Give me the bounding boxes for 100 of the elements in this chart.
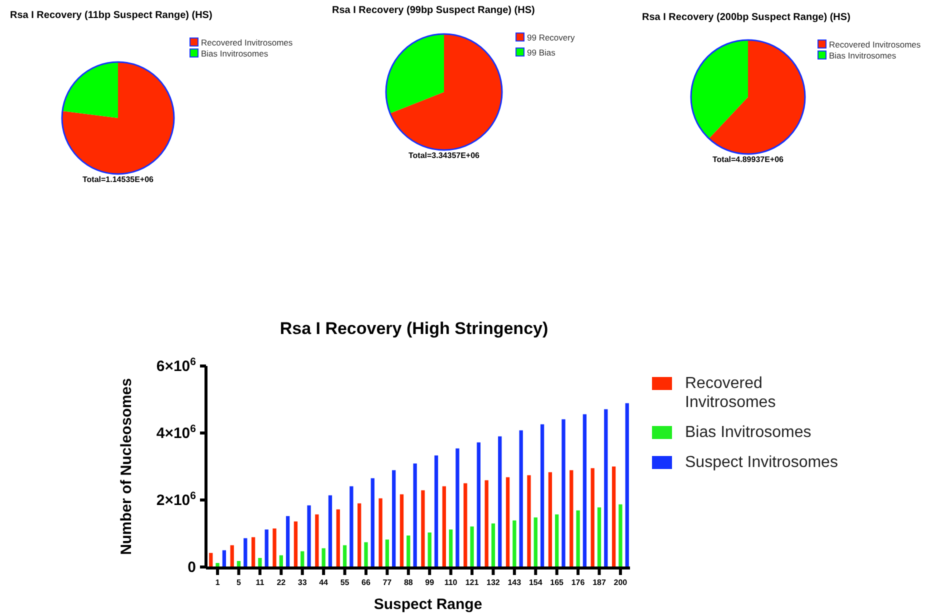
bar bbox=[491, 523, 496, 567]
x-tick-label: 143 bbox=[508, 578, 522, 587]
y-tick-label: 6×10$^{6}$ bbox=[156, 356, 196, 375]
chart-title: Rsa I Recovery (99bp Suspect Range) (HS) bbox=[332, 5, 535, 16]
y-tick-label: 4×10$^{6}$ bbox=[156, 423, 196, 442]
legend-label: Recovered Invitrosomes bbox=[685, 375, 776, 411]
x-tick-label: 88 bbox=[404, 578, 414, 587]
legend-label: Bias Invitrosomes bbox=[201, 48, 268, 58]
bar bbox=[428, 532, 432, 567]
legend-label: Recovered Invitrosomes bbox=[201, 38, 293, 48]
bar bbox=[322, 548, 326, 567]
y-tick-label: 0 bbox=[188, 559, 196, 576]
x-tick-label: 33 bbox=[298, 578, 308, 587]
bar bbox=[456, 448, 460, 567]
bar bbox=[328, 495, 332, 567]
bar bbox=[512, 520, 516, 567]
bar bbox=[498, 436, 502, 567]
x-tick-label: 77 bbox=[382, 578, 392, 587]
bar bbox=[555, 514, 559, 567]
text: Total=3.34357E+06 bbox=[408, 151, 480, 160]
bar bbox=[548, 472, 552, 567]
legend-label: 99 Bias bbox=[527, 48, 556, 58]
bar bbox=[358, 503, 362, 567]
bar bbox=[315, 514, 319, 567]
bar bbox=[421, 490, 425, 567]
legend-label: Suspect Invitrosomes bbox=[685, 454, 838, 471]
y-tick-label: 2×10$^{6}$ bbox=[156, 490, 196, 509]
chart-title: Rsa I Recovery (High Stringency) bbox=[280, 319, 548, 338]
legend-label: Recovered Invitrosomes bbox=[829, 40, 921, 50]
bar bbox=[307, 505, 311, 567]
legend-label: Bias Invitrosomes bbox=[829, 50, 896, 60]
bar bbox=[484, 480, 488, 567]
bar bbox=[597, 507, 602, 567]
bar bbox=[251, 537, 256, 567]
chart-title: Rsa I Recovery (200bp Suspect Range) (HS) bbox=[642, 12, 850, 23]
x-tick-label: 132 bbox=[486, 578, 500, 587]
text: Total=1.14535E+06 bbox=[82, 175, 154, 184]
bar bbox=[562, 419, 566, 567]
bar bbox=[300, 551, 304, 567]
chart-title: Rsa I Recovery (11bp Suspect Range) (HS) bbox=[10, 10, 212, 21]
bar bbox=[506, 477, 510, 567]
y-axis-title: Number of Nucleosomes bbox=[118, 378, 135, 555]
pie-slice bbox=[691, 40, 748, 139]
bar bbox=[378, 498, 382, 567]
bar bbox=[272, 528, 276, 567]
bar bbox=[570, 470, 574, 567]
bar bbox=[406, 536, 410, 567]
x-tick-label: 66 bbox=[362, 578, 371, 587]
bar bbox=[527, 475, 531, 567]
bar bbox=[385, 540, 390, 567]
x-tick-label: 5 bbox=[236, 578, 242, 587]
bar bbox=[576, 510, 580, 567]
bar bbox=[464, 483, 468, 567]
x-tick-label: 55 bbox=[340, 578, 350, 587]
bar bbox=[279, 555, 283, 567]
x-tick-label: 1 bbox=[215, 578, 220, 587]
bar bbox=[364, 542, 368, 567]
x-tick-label: 11 bbox=[256, 578, 265, 587]
x-tick-label: 22 bbox=[276, 578, 286, 587]
x-tick-label: 200 bbox=[614, 578, 628, 587]
x-tick-label: 154 bbox=[528, 578, 543, 587]
legend-label: Bias Invitrosomes bbox=[685, 424, 812, 441]
x-tick-label: 176 bbox=[571, 578, 586, 587]
x-tick-label: 99 bbox=[425, 578, 435, 587]
bar bbox=[209, 552, 213, 567]
bar bbox=[434, 455, 438, 567]
bar bbox=[230, 545, 234, 567]
bar bbox=[519, 430, 523, 567]
bar bbox=[222, 550, 226, 567]
x-axis-title: Suspect Range bbox=[374, 596, 482, 613]
bar bbox=[294, 521, 298, 567]
bar bbox=[618, 504, 622, 567]
bar bbox=[590, 468, 594, 567]
pie-slice bbox=[708, 40, 805, 154]
bar bbox=[258, 558, 262, 567]
bar bbox=[470, 526, 474, 567]
x-tick-label: 187 bbox=[592, 578, 606, 587]
bar bbox=[336, 509, 340, 567]
bar bbox=[264, 529, 268, 567]
x-tick-label: 165 bbox=[550, 578, 564, 587]
x-tick-label: 44 bbox=[319, 578, 329, 587]
x-tick-label: 110 bbox=[444, 578, 458, 587]
bar bbox=[413, 463, 417, 567]
bar bbox=[612, 466, 616, 567]
bar bbox=[448, 529, 453, 567]
x-tick-label: 121 bbox=[465, 578, 480, 587]
bar bbox=[582, 414, 587, 567]
bar bbox=[442, 486, 446, 567]
bar bbox=[244, 538, 248, 567]
text: Total=4.89937E+06 bbox=[712, 155, 784, 164]
bar bbox=[392, 470, 396, 567]
bar bbox=[286, 516, 290, 567]
bar bbox=[625, 403, 629, 567]
pie-slice bbox=[386, 34, 444, 114]
bar bbox=[350, 486, 354, 567]
bar bbox=[540, 424, 544, 567]
legend-label: 99 Recovery bbox=[527, 32, 576, 42]
bar bbox=[604, 409, 608, 567]
bar bbox=[216, 562, 220, 567]
bar bbox=[400, 494, 404, 567]
